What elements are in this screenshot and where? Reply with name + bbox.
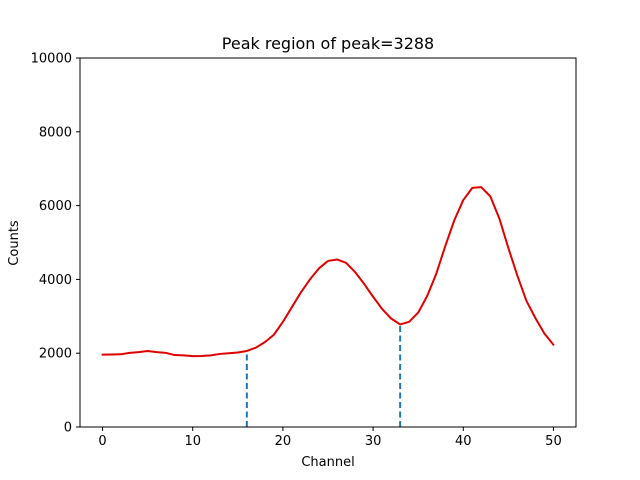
series-line-1 xyxy=(101,186,555,358)
x-tick-label: 30 xyxy=(365,434,382,449)
chart-title: Peak region of peak=3288 xyxy=(222,34,434,53)
plot-area xyxy=(101,186,555,427)
x-axis: 0 10 20 30 40 50 xyxy=(98,427,562,449)
y-tick-label: 10000 xyxy=(31,52,72,67)
y-tick-label: 0 xyxy=(64,421,72,436)
y-tick-label: 2000 xyxy=(39,347,72,362)
plot-frame xyxy=(79,57,577,428)
x-tick-label: 20 xyxy=(275,434,292,449)
x-tick-label: 40 xyxy=(455,434,472,449)
y-tick-label: 4000 xyxy=(39,273,72,288)
x-axis-label: Channel xyxy=(301,455,354,470)
x-tick-label: 50 xyxy=(545,434,562,449)
x-tick-label: 10 xyxy=(184,434,201,449)
y-tick-label: 6000 xyxy=(39,199,72,214)
x-tick-label: 0 xyxy=(98,434,106,449)
y-axis-label: Counts xyxy=(7,220,22,266)
y-tick-label: 8000 xyxy=(39,125,72,140)
y-axis: 0 2000 4000 6000 8000 10000 xyxy=(31,52,80,436)
